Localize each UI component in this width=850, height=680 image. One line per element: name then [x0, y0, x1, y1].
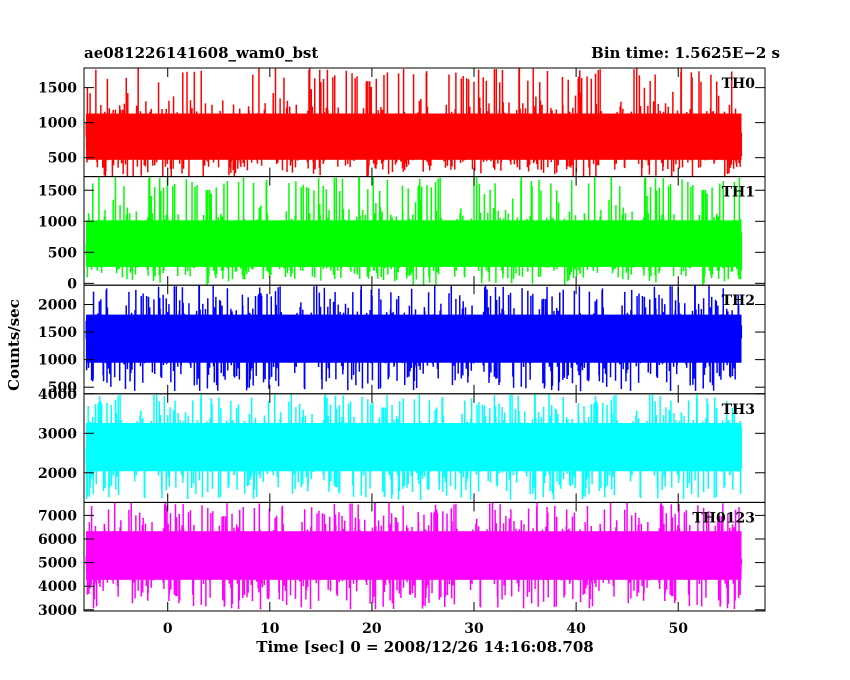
x-axis-label: Time [sec] 0 = 2008/12/26 14:16:08.708	[256, 638, 594, 656]
bin-time-label: Bin time: 1.5625E−2 s	[591, 44, 780, 62]
th2-ytick-label: 1000	[38, 353, 77, 369]
y-axis-label: Counts/sec	[5, 299, 23, 391]
th2-ytick-label: 2000	[38, 297, 77, 313]
xtick-label: 40	[566, 621, 586, 637]
th1-series-label: TH1	[722, 185, 755, 201]
th1-ytick-label: 0	[67, 276, 77, 292]
th1-ytick-label: 1500	[38, 183, 77, 199]
th2-ytick-label: 1500	[38, 325, 77, 341]
th2-series-label: TH2	[722, 293, 755, 309]
th3-series-core	[86, 422, 742, 472]
th0123-ytick-label: 5000	[38, 556, 77, 572]
th3-ytick-label: 3000	[38, 426, 77, 442]
th0123-series-core	[86, 531, 742, 580]
xtick-label: 50	[668, 621, 688, 637]
th2-series-core	[86, 314, 742, 363]
th1-ytick-label: 500	[48, 245, 77, 261]
th0123-panel-frame	[83, 501, 766, 612]
th0123-ytick-label: 4000	[38, 579, 77, 595]
th0123-series-label: TH0123	[692, 510, 755, 526]
th0-series-core	[86, 113, 742, 160]
th3-ytick-label: 4000	[38, 387, 77, 403]
th1-series-core	[86, 220, 742, 267]
th0-ytick-label: 1500	[38, 81, 77, 97]
th0123-ytick-label: 6000	[38, 532, 77, 548]
xtick-label: 10	[260, 621, 280, 637]
xtick-label: 30	[464, 621, 484, 637]
th0-ytick-label: 1000	[38, 116, 77, 132]
th0123-ytick-label: 3000	[38, 603, 77, 619]
th3-ytick-label: 2000	[38, 466, 77, 482]
chart-title: ae081226141608_wam0_bst	[84, 44, 319, 62]
th0-series-label: TH0	[722, 76, 756, 92]
th0123-ytick-label: 7000	[38, 508, 77, 524]
th1-ytick-label: 1000	[38, 214, 77, 230]
th0-ytick-label: 500	[48, 151, 77, 167]
xtick-label: 0	[163, 621, 173, 637]
xtick-label: 20	[362, 621, 382, 637]
th2-ytick-label: 500	[48, 380, 77, 396]
th3-series-label: TH3	[722, 402, 755, 418]
